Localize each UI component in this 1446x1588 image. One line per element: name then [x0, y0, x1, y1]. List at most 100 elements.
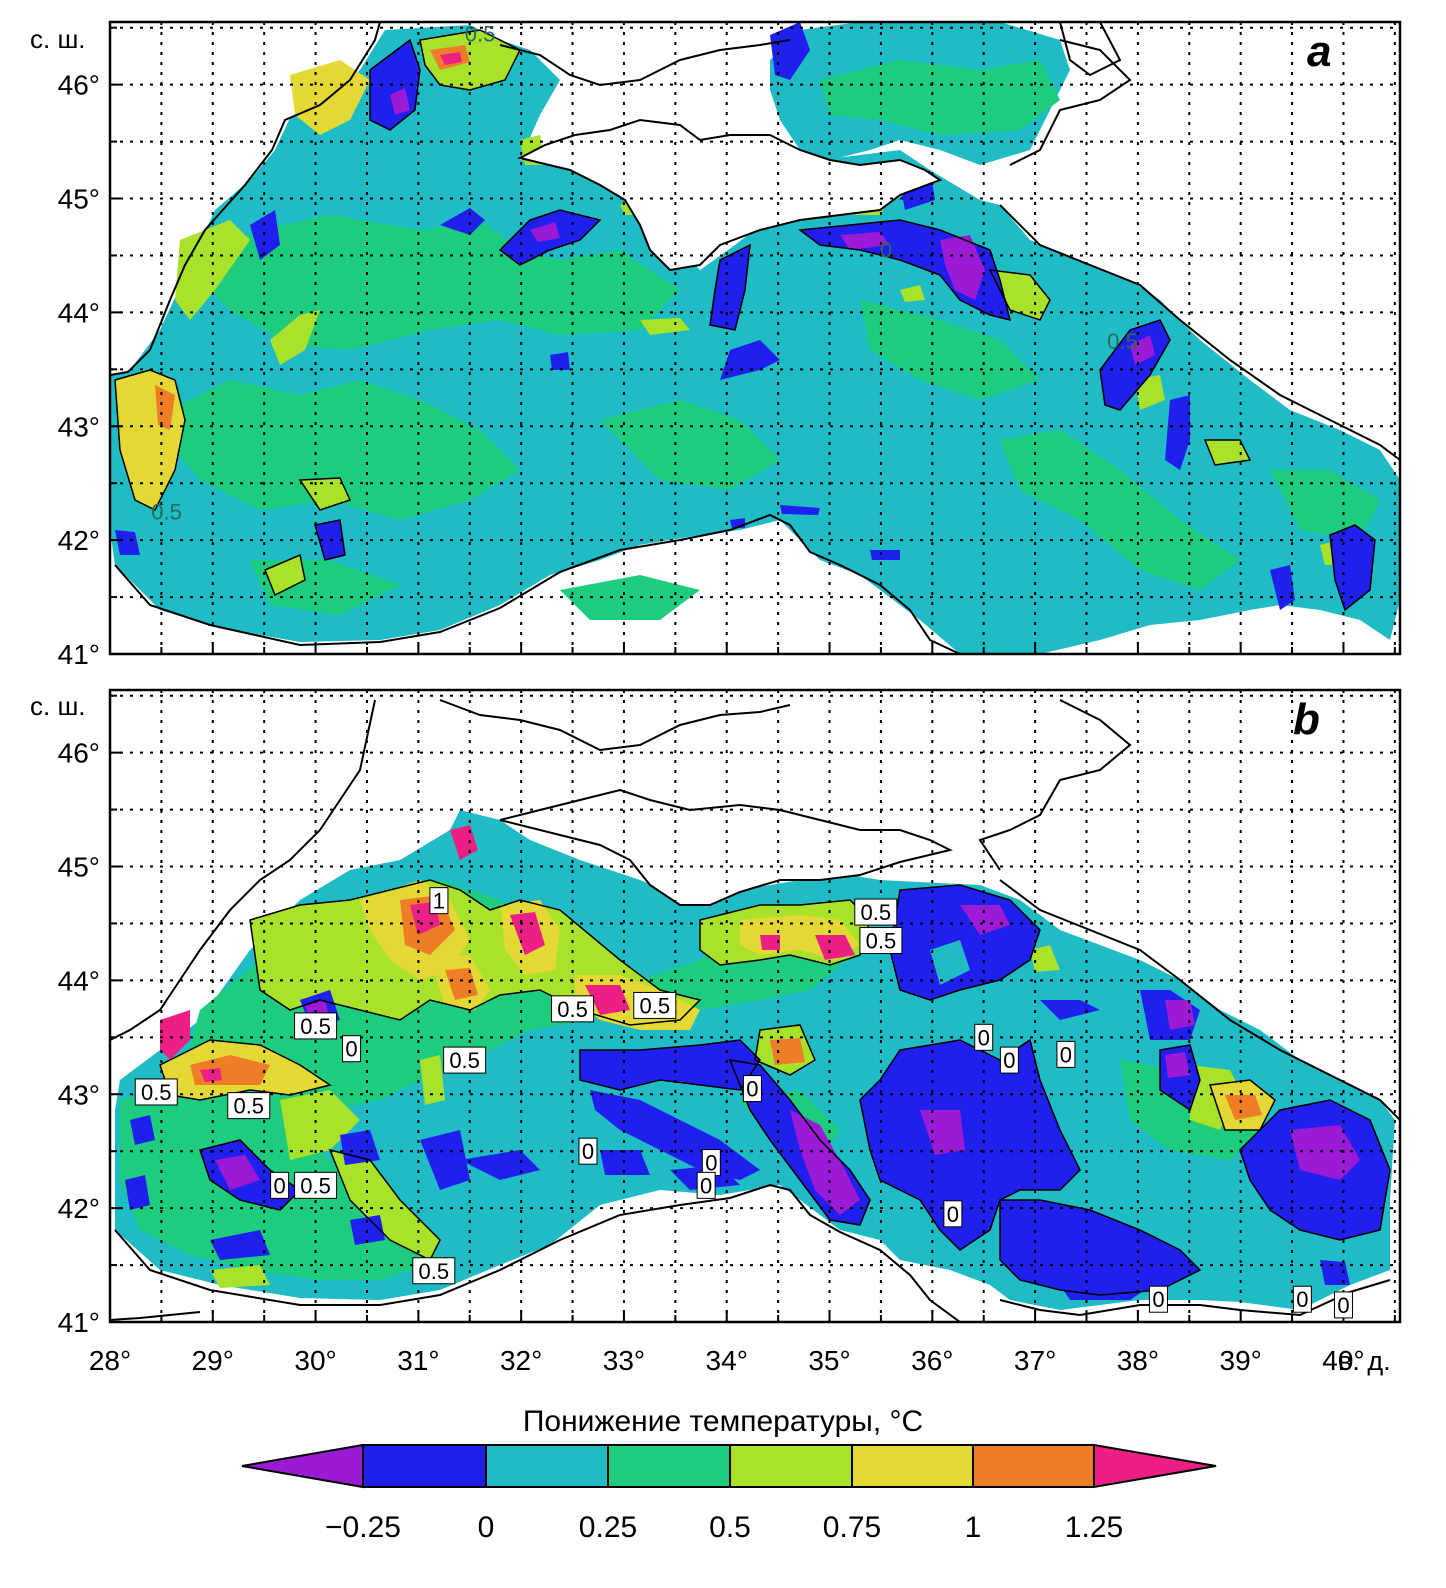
svg-text:0: 0	[700, 1173, 712, 1198]
field-region	[1165, 1052, 1190, 1078]
lon-unit-label: в. д.	[1338, 1346, 1391, 1376]
contour-label: 0	[701, 1149, 721, 1177]
contour-label: 0	[1148, 1285, 1168, 1313]
contour-label: 0.5	[227, 1092, 271, 1120]
colorbar-segment	[851, 1444, 974, 1488]
lat-tick-label: 46°	[58, 70, 100, 101]
svg-text:0: 0	[1152, 1287, 1164, 1312]
panel-letter-a: a	[1307, 27, 1331, 76]
field-region	[130, 1115, 155, 1145]
svg-text:0.5: 0.5	[418, 1259, 449, 1284]
contour-label: 0	[1292, 1285, 1312, 1313]
panel-a: 0.5 0 0.5 0.5 a с. ш. 41° 42° 43° 44° 45° 46°	[30, 20, 1402, 670]
contour-label: 0.5	[465, 21, 496, 46]
field-region	[150, 380, 520, 520]
field-region	[450, 825, 478, 860]
colorbar-tick-label: 0	[478, 1511, 495, 1544]
svg-text:0.5: 0.5	[300, 1173, 331, 1198]
contour-label: 0.5	[294, 1171, 338, 1199]
lon-tick-label: 29°	[192, 1345, 234, 1376]
field-region	[1000, 430, 1240, 590]
svg-text:0: 0	[273, 1173, 285, 1198]
contour-label: 0.5	[633, 991, 677, 1019]
contour-label: 0.5	[134, 1078, 178, 1106]
contour-label: 0	[943, 1200, 963, 1228]
contour-label: 0.5	[294, 1012, 338, 1040]
svg-text:0: 0	[582, 1139, 594, 1164]
lon-tick-label: 34°	[706, 1345, 748, 1376]
field-region	[210, 1265, 270, 1288]
colorbar-title: Понижение температуры, °C	[522, 1405, 924, 1438]
panel-letter-b: b	[1293, 695, 1320, 744]
svg-text:0: 0	[1003, 1048, 1015, 1073]
field-region	[280, 1090, 360, 1160]
field-region	[1225, 1095, 1262, 1120]
svg-text:0.5: 0.5	[449, 1048, 480, 1073]
svg-text:0.5: 0.5	[465, 21, 496, 46]
colorbar-segment	[241, 1443, 364, 1489]
contour-label: 1	[429, 887, 449, 915]
field-region	[600, 400, 780, 490]
field-region	[940, 235, 985, 300]
lat-unit-label-b: с. ш.	[30, 691, 86, 721]
field-region	[580, 1040, 760, 1090]
lon-tick-label: 33°	[603, 1345, 645, 1376]
svg-text:0.5: 0.5	[300, 1014, 331, 1039]
coastline-a	[517, 22, 1122, 272]
colorbar-segment	[972, 1444, 1095, 1488]
frame-b	[108, 688, 1402, 1324]
field-region	[160, 1010, 190, 1060]
panel-b: 1 0.50.50.50.5 0.50.50.50.50.50.50 00 000 000…	[30, 688, 1402, 1376]
svg-text:0: 0	[345, 1037, 357, 1062]
field-region	[770, 22, 810, 80]
svg-text:0.5: 0.5	[1107, 329, 1138, 354]
field-region	[440, 52, 462, 65]
lat-tick-label: 45°	[58, 852, 100, 883]
coastline-b	[499, 788, 953, 906]
svg-text:0.5: 0.5	[233, 1094, 264, 1119]
contour-label: 0.5	[1107, 329, 1138, 354]
contours-a	[114, 29, 1376, 612]
field-region	[860, 300, 1040, 400]
field-region	[200, 1068, 222, 1082]
field-region	[600, 1150, 650, 1175]
field-region	[870, 550, 900, 560]
contour-labels-a: 0.5 0 0.5 0.5	[151, 21, 1138, 524]
svg-text:0: 0	[705, 1151, 717, 1176]
field-region	[790, 1110, 860, 1215]
lat-tick-label: 45°	[58, 184, 100, 215]
contour-label: 0	[578, 1137, 598, 1165]
colorbar-tick-label: 0.25	[579, 1511, 637, 1544]
svg-text:0.5: 0.5	[866, 929, 897, 954]
lat-tick-label: 43°	[58, 1079, 100, 1110]
field-region	[1165, 395, 1190, 470]
lat-tick-labels-a: 41° 42° 43° 44° 45° 46°	[58, 70, 100, 670]
field-region	[125, 1175, 150, 1210]
field-region	[210, 1230, 270, 1260]
lat-tick-label: 42°	[58, 525, 100, 556]
field-region	[1000, 1200, 1200, 1295]
lon-tick-label: 32°	[500, 1345, 542, 1376]
field-region	[930, 940, 970, 985]
svg-text:0.5: 0.5	[639, 993, 670, 1018]
field-region	[1205, 440, 1250, 465]
contour-label: 0	[999, 1046, 1019, 1074]
tick-marks-a	[109, 26, 1396, 655]
lon-tick-label: 38°	[1117, 1345, 1159, 1376]
field-region	[420, 1055, 445, 1105]
svg-text:0.5: 0.5	[557, 997, 588, 1022]
contour-label: 0	[742, 1075, 762, 1103]
lon-tick-labels: 28° 29° 30° 31° 32° 33° 34° 35° 36° 37° 38° 39° 40°	[89, 1345, 1365, 1376]
lon-tick-label: 28°	[89, 1345, 131, 1376]
colorbar: −0.25 0 0.25 0.5 0.75 1 1.25	[241, 1443, 1217, 1544]
svg-text:0: 0	[1060, 1042, 1072, 1067]
lat-tick-label: 44°	[58, 965, 100, 996]
field-region	[1165, 1000, 1195, 1030]
lon-tick-label: 39°	[1220, 1345, 1262, 1376]
field-region	[960, 905, 1010, 935]
lon-tick-label: 30°	[294, 1345, 336, 1376]
field-region	[550, 352, 570, 370]
colorbar-tick-label: 0.5	[709, 1511, 751, 1544]
lat-tick-label: 46°	[58, 738, 100, 769]
svg-text:0.5: 0.5	[860, 900, 891, 925]
